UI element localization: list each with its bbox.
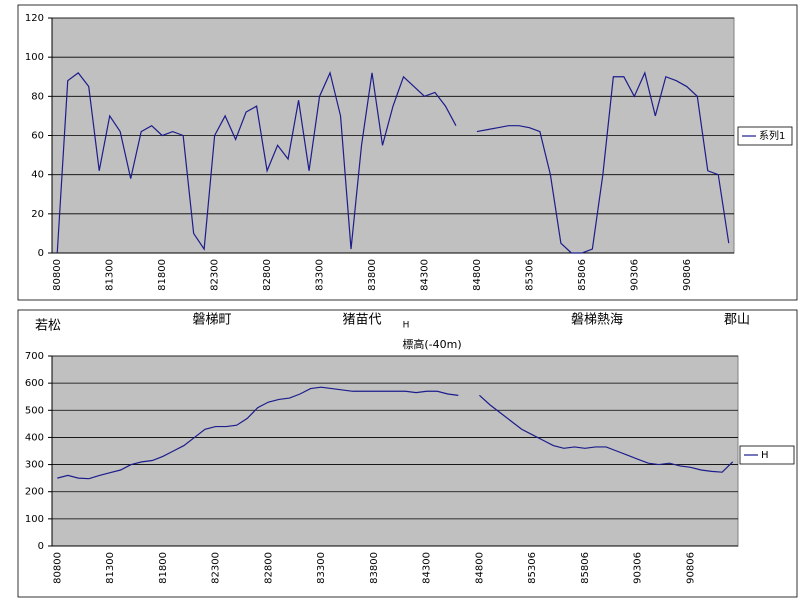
station-label: 猪苗代 [342, 313, 381, 328]
x-tick-label: 82800 [263, 552, 274, 584]
x-tick-label: 81300 [105, 552, 116, 584]
station-label: 磐梯熱海 [571, 313, 623, 328]
data-line [57, 386, 734, 480]
y-tick-label: 80 [31, 91, 44, 102]
y-tick-label: 40 [31, 170, 44, 181]
x-tick-label: 81800 [157, 259, 168, 291]
x-tick-label: 85306 [527, 552, 538, 584]
y-tick-label: 500 [25, 405, 44, 416]
x-tick-label: 81300 [105, 259, 116, 291]
station-label: 若松 [35, 318, 61, 334]
x-tick-label: 84300 [419, 259, 430, 291]
x-tick-label: 83800 [367, 259, 378, 291]
y-tick-label: 20 [31, 209, 44, 220]
x-tick-label: 82300 [210, 259, 221, 291]
y-tick-label: 300 [25, 460, 44, 471]
x-tick-label: 90306 [633, 552, 644, 584]
x-tick-label: 85806 [580, 552, 591, 584]
station-label: 磐梯町 [192, 313, 231, 328]
legend-label: H [761, 450, 769, 461]
y-tick-label: 0 [38, 541, 44, 552]
x-tick-label: 82800 [262, 259, 273, 291]
x-tick-label: 84800 [474, 552, 485, 584]
y-tick-label: 100 [25, 52, 44, 63]
y-tick-label: 700 [25, 351, 44, 362]
x-tick-label: 84300 [422, 552, 433, 584]
chart-title: 標高(-40m) [402, 337, 461, 351]
x-tick-label: 85306 [524, 259, 535, 291]
legend-box [739, 445, 795, 465]
x-tick-label: 83300 [316, 552, 327, 584]
y-tick-label: 120 [25, 13, 44, 24]
x-tick-label: 80800 [52, 552, 63, 584]
data-line [56, 70, 730, 254]
legend-label: 系列1 [759, 129, 785, 142]
x-tick-label: 90806 [682, 259, 693, 291]
x-tick-label: 90306 [629, 259, 640, 291]
y-tick-label: 600 [25, 378, 44, 389]
x-tick-label: 83300 [315, 259, 326, 291]
station-label: H [403, 321, 410, 331]
y-tick-label: 0 [38, 248, 44, 259]
y-tick-label: 200 [25, 487, 44, 498]
x-tick-label: 84800 [472, 259, 483, 291]
x-tick-label: 90806 [686, 552, 697, 584]
station-label: 郡山 [724, 313, 750, 328]
legend-box [737, 126, 793, 146]
plot-area [51, 355, 739, 547]
y-tick-label: 100 [25, 514, 44, 525]
x-tick-label: 80800 [52, 259, 63, 291]
y-tick-label: 60 [31, 131, 44, 142]
x-tick-label: 85806 [577, 259, 588, 291]
y-tick-label: 400 [25, 432, 44, 443]
x-tick-label: 82300 [211, 552, 222, 584]
x-tick-label: 81800 [158, 552, 169, 584]
x-tick-label: 83800 [369, 552, 380, 584]
